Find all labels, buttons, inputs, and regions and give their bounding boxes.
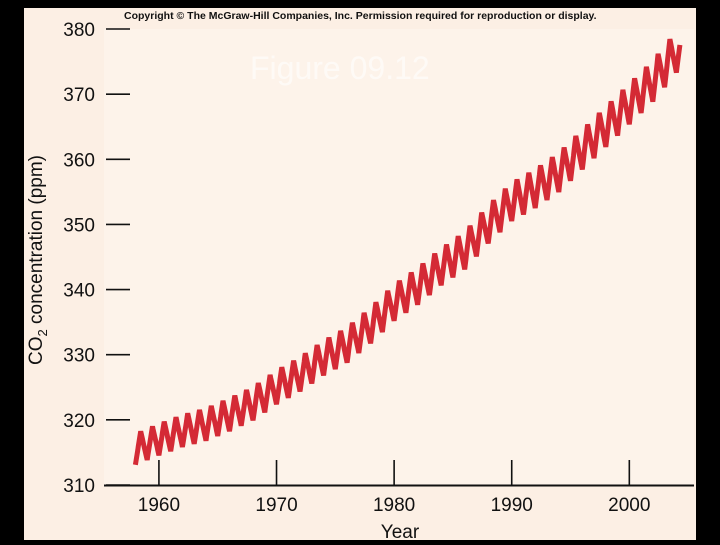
x-tick-label: 1980 xyxy=(373,495,415,516)
x-tick-label: 1990 xyxy=(491,495,533,516)
y-axis-label: CO2 concentration (ppm) xyxy=(26,155,50,365)
data-layer xyxy=(132,38,683,466)
figure-label-watermark: Figure 09.12 xyxy=(250,50,430,86)
y-tick-label: 380 xyxy=(63,20,95,41)
x-axis-label: Year xyxy=(381,522,420,540)
ticks-layer: 310 320 330 340 350 360 370 380 1960 1970 1980 1990… xyxy=(63,20,650,516)
y-tick-label: 320 xyxy=(63,411,95,432)
y-tick-label: 310 xyxy=(63,476,95,497)
x-tick-label: 2000 xyxy=(608,495,650,516)
y-tick-label: 330 xyxy=(63,346,95,367)
y-tick-label: 350 xyxy=(63,215,95,236)
copyright-notice: Copyright © The McGraw-Hill Companies, I… xyxy=(124,10,597,22)
y-tick-label: 340 xyxy=(63,281,95,302)
plot-area xyxy=(104,29,694,485)
y-tick-label: 360 xyxy=(63,150,95,171)
co2-series-line xyxy=(132,38,683,466)
y-tick-label: 370 xyxy=(63,85,95,106)
x-tick-label: 1970 xyxy=(255,495,297,516)
x-tick-label: 1960 xyxy=(138,495,180,516)
